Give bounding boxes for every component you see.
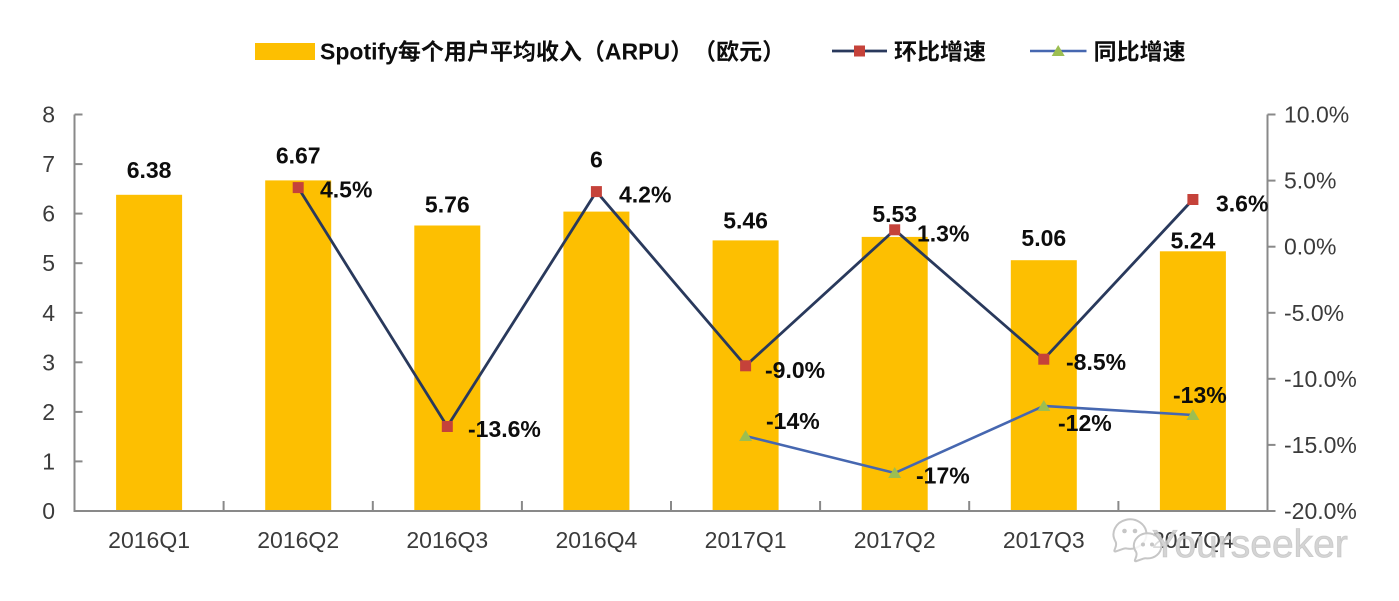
svg-text:-13%: -13% bbox=[1173, 382, 1227, 408]
svg-text:2016Q3: 2016Q3 bbox=[406, 527, 488, 553]
svg-text:0: 0 bbox=[42, 498, 55, 524]
svg-text:5.0%: 5.0% bbox=[1284, 168, 1336, 194]
svg-text:7: 7 bbox=[42, 151, 55, 177]
svg-text:-17%: -17% bbox=[916, 463, 970, 489]
svg-text:10.0%: 10.0% bbox=[1284, 102, 1349, 128]
svg-text:-8.5%: -8.5% bbox=[1066, 349, 1126, 375]
svg-text:1.3%: 1.3% bbox=[917, 221, 969, 247]
svg-text:Yourseeker: Yourseeker bbox=[1152, 523, 1348, 566]
svg-text:2: 2 bbox=[42, 399, 55, 425]
svg-text:4: 4 bbox=[42, 300, 55, 326]
svg-text:ARPU: ARPU bbox=[605, 39, 670, 65]
svg-text:6.38: 6.38 bbox=[127, 157, 172, 183]
svg-text:5.06: 5.06 bbox=[1021, 225, 1066, 251]
svg-text:-9.0%: -9.0% bbox=[765, 357, 825, 383]
svg-text:5: 5 bbox=[42, 250, 55, 276]
svg-text:6.67: 6.67 bbox=[276, 143, 321, 169]
svg-text:Spotify: Spotify bbox=[320, 39, 398, 65]
svg-text:2017Q4: 2017Q4 bbox=[1152, 527, 1234, 553]
svg-text:6: 6 bbox=[590, 147, 603, 173]
svg-text:-10.0%: -10.0% bbox=[1284, 366, 1357, 392]
svg-text:2017Q3: 2017Q3 bbox=[1003, 527, 1085, 553]
svg-text:6: 6 bbox=[42, 201, 55, 227]
svg-text:-13.6%: -13.6% bbox=[468, 416, 541, 442]
svg-text:-5.0%: -5.0% bbox=[1284, 300, 1344, 326]
svg-text:-12%: -12% bbox=[1058, 410, 1112, 436]
svg-text:2016Q1: 2016Q1 bbox=[108, 527, 190, 553]
svg-text:3: 3 bbox=[42, 349, 55, 375]
svg-text:5.53: 5.53 bbox=[872, 201, 917, 227]
svg-text:-15.0%: -15.0% bbox=[1284, 432, 1357, 458]
svg-text:1: 1 bbox=[42, 448, 55, 474]
svg-text:2016Q4: 2016Q4 bbox=[555, 527, 637, 553]
svg-text:8: 8 bbox=[42, 102, 55, 128]
svg-text:5.24: 5.24 bbox=[1171, 228, 1216, 254]
svg-text:2017Q1: 2017Q1 bbox=[705, 527, 787, 553]
svg-text:2016Q2: 2016Q2 bbox=[257, 527, 339, 553]
svg-text:0.0%: 0.0% bbox=[1284, 234, 1336, 260]
svg-text:4.5%: 4.5% bbox=[320, 177, 372, 203]
svg-text:2017Q2: 2017Q2 bbox=[854, 527, 936, 553]
svg-text:5.76: 5.76 bbox=[425, 192, 470, 218]
svg-text:4.2%: 4.2% bbox=[619, 182, 671, 208]
svg-text:5.46: 5.46 bbox=[723, 208, 768, 234]
svg-text:3.6%: 3.6% bbox=[1216, 191, 1268, 217]
svg-text:-14%: -14% bbox=[766, 408, 820, 434]
svg-text:-20.0%: -20.0% bbox=[1284, 498, 1357, 524]
